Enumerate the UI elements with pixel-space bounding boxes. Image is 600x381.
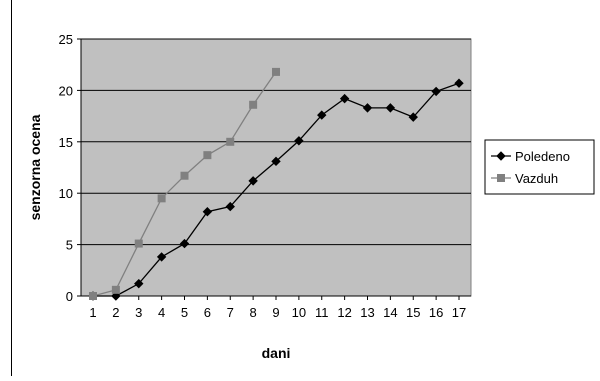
- x-tick-label-9: 9: [272, 305, 279, 320]
- x-tick-label-14: 14: [383, 305, 397, 320]
- data-point-poledeno-15: [408, 112, 418, 122]
- y-axis-ticks: 0 5 10 15 20 25: [59, 32, 81, 304]
- y-tick-label-0: 0: [66, 289, 73, 304]
- legend-marker-vazduh: [497, 174, 505, 182]
- data-point-poledeno-10: [294, 136, 304, 146]
- data-point-vazduh-8: [249, 100, 258, 109]
- legend-item-vazduh: Vazduh: [491, 171, 558, 186]
- left-border-line: [11, 0, 12, 376]
- x-tick-label-8: 8: [250, 305, 257, 320]
- series-layer: [88, 67, 464, 301]
- data-point-vazduh-3: [134, 239, 143, 248]
- legend-label-poledeno: Poledeno: [515, 149, 570, 164]
- data-point-poledeno-7: [225, 201, 235, 212]
- data-point-poledeno-12: [339, 93, 350, 104]
- x-tick-label-10: 10: [292, 305, 306, 320]
- data-point-vazduh-2: [111, 285, 120, 294]
- x-tick-label-5: 5: [181, 305, 188, 320]
- x-tick-label-12: 12: [337, 305, 351, 320]
- x-tick-label-1: 1: [89, 305, 96, 320]
- data-point-poledeno-13: [362, 103, 373, 113]
- legend-marker-poledeno: [496, 151, 506, 161]
- x-tick-label-7: 7: [227, 305, 234, 320]
- data-point-poledeno-5: [179, 238, 190, 249]
- data-point-vazduh-9: [272, 67, 280, 76]
- y-tick-label-5: 5: [66, 238, 73, 253]
- data-point-poledeno-9: [271, 156, 281, 167]
- data-point-vazduh-7: [226, 137, 235, 146]
- x-tick-label-4: 4: [158, 305, 165, 320]
- data-point-poledeno-16: [431, 86, 441, 97]
- legend-label-vazduh: Vazduh: [515, 171, 558, 186]
- y-axis-label: senzorna ocena: [27, 114, 43, 220]
- x-tick-label-17: 17: [452, 305, 466, 320]
- x-tick-label-3: 3: [135, 305, 142, 320]
- legend-item-poledeno: Poledeno: [491, 149, 570, 164]
- x-tick-label-6: 6: [204, 305, 211, 320]
- data-point-vazduh-5: [180, 171, 189, 180]
- series-poledeno: [88, 78, 464, 301]
- data-point-vazduh-1: [89, 292, 97, 300]
- grid-lines: [80, 38, 471, 297]
- y-tick-label-10: 10: [59, 186, 73, 201]
- x-axis-label: dani: [262, 345, 291, 361]
- x-tick-label-11: 11: [315, 305, 329, 320]
- x-tick-label-16: 16: [429, 305, 443, 320]
- y-tick-label-25: 25: [59, 32, 73, 47]
- y-tick-label-20: 20: [59, 83, 73, 98]
- data-point-poledeno-8: [248, 176, 258, 186]
- data-point-poledeno-4: [156, 252, 167, 262]
- data-point-poledeno-17: [454, 78, 464, 88]
- x-tick-label-2: 2: [112, 305, 119, 320]
- data-point-vazduh-4: [157, 194, 166, 203]
- series-vazduh: [89, 67, 280, 300]
- data-point-poledeno-2: [111, 291, 121, 301]
- data-point-poledeno-6: [202, 206, 213, 217]
- plot-area: [80, 38, 472, 297]
- data-point-poledeno-3: [134, 278, 144, 289]
- x-tick-label-15: 15: [406, 305, 420, 320]
- x-tick-label-13: 13: [360, 305, 374, 320]
- data-point-poledeno-11: [317, 110, 327, 120]
- data-point-poledeno-14: [385, 103, 396, 113]
- x-axis-ticks: 1 2 3 4 5 6 7 8 9 10 11 12 13 14 15 16 17: [89, 296, 466, 320]
- y-tick-label-15: 15: [59, 135, 73, 150]
- legend-box: [484, 139, 595, 195]
- data-point-vazduh-6: [203, 151, 212, 160]
- legend: Poledeno Vazduh: [484, 139, 595, 195]
